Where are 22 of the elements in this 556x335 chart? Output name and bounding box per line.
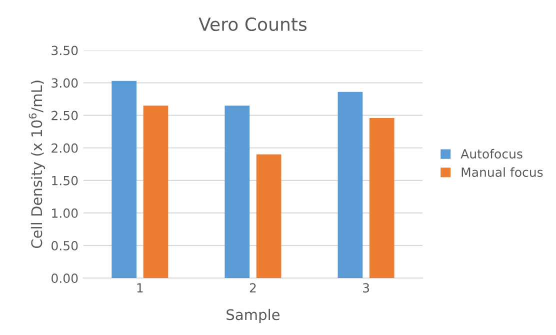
y-tick-label: 1.00: [52, 208, 78, 218]
y-tick-label: 3.50: [52, 46, 78, 56]
y-tick-label: 2.50: [52, 110, 78, 120]
x-tick-label: 3: [363, 283, 370, 293]
x-tick-label: 1: [137, 283, 143, 292]
bar: [224, 106, 250, 278]
y-tick-label: 1.50: [52, 176, 78, 186]
bar: [143, 106, 168, 278]
bar: [369, 118, 394, 278]
x-tick-label: 2: [250, 283, 256, 292]
x-axis-title: Sample: [226, 308, 280, 324]
legend-label: Manual focus: [462, 167, 543, 177]
bar: [338, 92, 363, 278]
y-tick-label: 0.00: [52, 274, 78, 283]
y-tick-label: 2.00: [52, 143, 78, 153]
bar: [256, 154, 282, 278]
y-tick-label: 3.00: [52, 78, 78, 88]
y-axis-title: Cell Density (x 10$^{6}$/mL): [28, 80, 46, 248]
y-tick-label: 0.50: [52, 240, 78, 250]
chart-title: Vero Counts: [198, 17, 307, 32]
bar: [112, 80, 137, 278]
legend-label: Autofocus: [460, 148, 522, 159]
